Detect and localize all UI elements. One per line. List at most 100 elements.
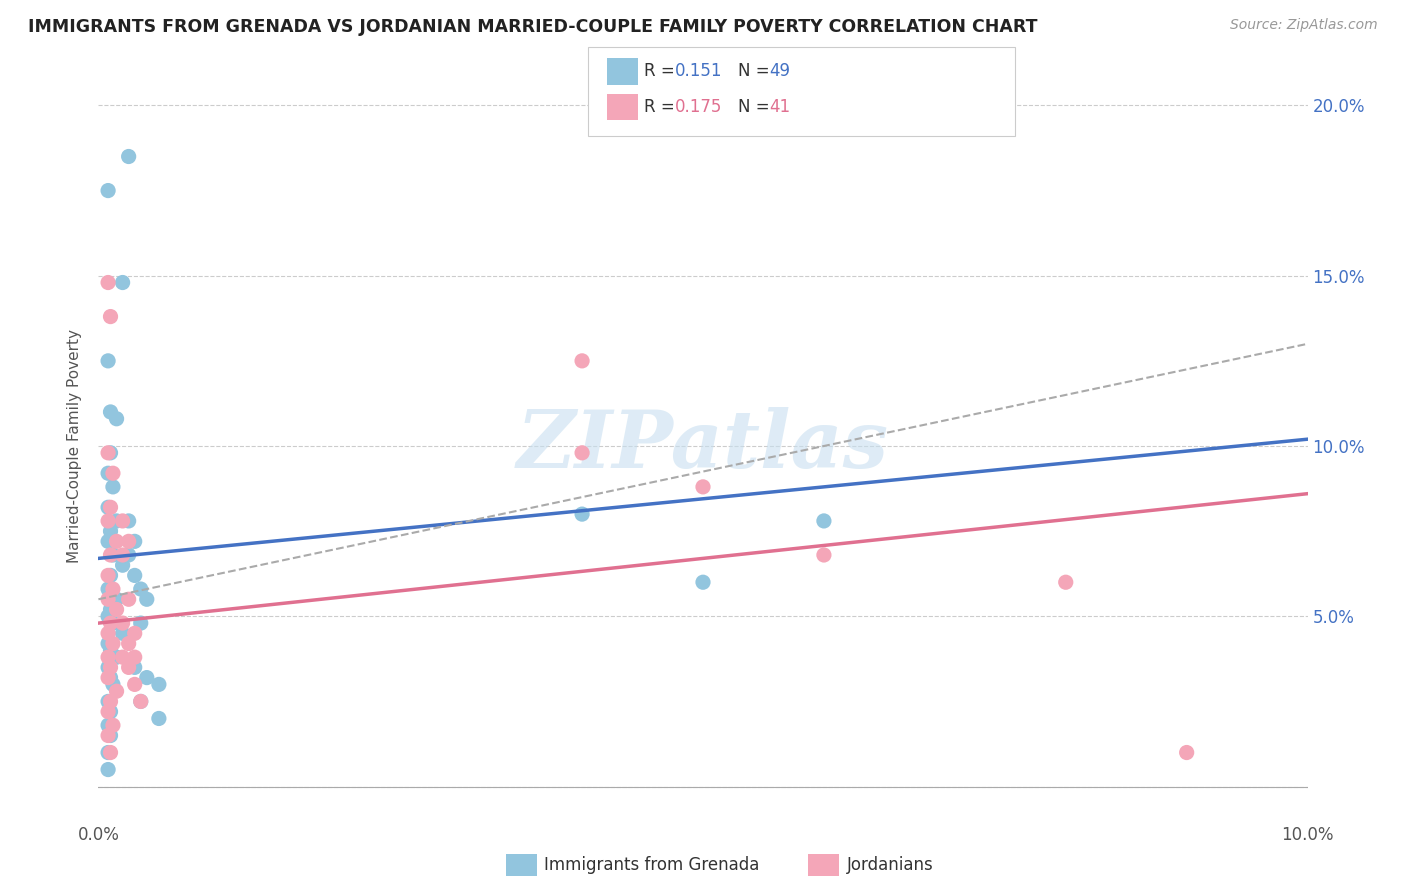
Point xyxy=(571,446,593,460)
Text: R =: R = xyxy=(644,62,681,80)
Point xyxy=(97,718,120,732)
Point xyxy=(111,548,134,562)
Point xyxy=(813,514,835,528)
Point xyxy=(100,616,122,631)
Point xyxy=(1175,746,1198,760)
Point xyxy=(101,718,124,732)
Point xyxy=(118,548,141,562)
Point xyxy=(111,276,134,290)
Y-axis label: Married-Couple Family Poverty: Married-Couple Family Poverty xyxy=(67,329,83,563)
Point xyxy=(97,184,120,198)
Point xyxy=(105,411,128,425)
Point xyxy=(97,582,120,596)
Point xyxy=(124,677,146,691)
Point xyxy=(100,568,122,582)
Point xyxy=(100,729,122,743)
Point xyxy=(97,467,120,481)
Text: N =: N = xyxy=(738,98,775,116)
Point xyxy=(135,592,157,607)
Text: Immigrants from Grenada: Immigrants from Grenada xyxy=(544,856,759,874)
Point xyxy=(100,500,122,515)
Point xyxy=(97,514,120,528)
Point xyxy=(97,500,120,515)
Point xyxy=(97,609,120,624)
Point xyxy=(813,548,835,562)
Text: 41: 41 xyxy=(769,98,790,116)
Point xyxy=(97,354,120,368)
Point xyxy=(97,568,120,582)
Point xyxy=(124,534,146,549)
Point xyxy=(101,582,124,596)
Point xyxy=(111,558,134,573)
Point xyxy=(97,660,120,674)
Point xyxy=(692,480,714,494)
Point xyxy=(100,660,122,674)
Point xyxy=(118,534,141,549)
Point xyxy=(124,626,146,640)
Point xyxy=(100,643,122,657)
Point xyxy=(101,616,124,631)
Point xyxy=(129,694,152,708)
Point xyxy=(105,650,128,665)
Point xyxy=(97,534,120,549)
Point xyxy=(97,276,120,290)
Point xyxy=(100,446,122,460)
Point xyxy=(100,694,122,708)
Point xyxy=(692,575,714,590)
Text: 49: 49 xyxy=(769,62,790,80)
Point xyxy=(97,446,120,460)
Text: 0.175: 0.175 xyxy=(675,98,723,116)
Point xyxy=(101,636,124,650)
Text: R =: R = xyxy=(644,98,681,116)
Point xyxy=(129,582,152,596)
Point xyxy=(100,405,122,419)
Text: 0.151: 0.151 xyxy=(675,62,723,80)
Point xyxy=(111,616,134,631)
Point xyxy=(100,602,122,616)
Point xyxy=(100,524,122,538)
Point xyxy=(111,650,134,665)
Point xyxy=(124,660,146,674)
Text: Source: ZipAtlas.com: Source: ZipAtlas.com xyxy=(1230,18,1378,32)
Point xyxy=(118,636,141,650)
Point xyxy=(571,354,593,368)
Point xyxy=(97,694,120,708)
Point xyxy=(100,746,122,760)
Point xyxy=(97,626,120,640)
Point xyxy=(100,671,122,685)
Point xyxy=(97,763,120,777)
Point xyxy=(97,671,120,685)
Point xyxy=(118,149,141,163)
Point xyxy=(97,636,120,650)
Point xyxy=(124,568,146,582)
Point xyxy=(105,592,128,607)
Point xyxy=(101,548,124,562)
Point xyxy=(100,548,122,562)
Point xyxy=(135,671,157,685)
Point xyxy=(101,677,124,691)
Point xyxy=(129,616,152,631)
Point xyxy=(101,480,124,494)
Point xyxy=(105,534,128,549)
Point xyxy=(124,650,146,665)
Point xyxy=(129,694,152,708)
Text: IMMIGRANTS FROM GRENADA VS JORDANIAN MARRIED-COUPLE FAMILY POVERTY CORRELATION C: IMMIGRANTS FROM GRENADA VS JORDANIAN MAR… xyxy=(28,18,1038,36)
Point xyxy=(1054,575,1077,590)
Point xyxy=(118,514,141,528)
Point xyxy=(148,711,170,725)
Point xyxy=(100,705,122,719)
Point xyxy=(97,746,120,760)
Point xyxy=(101,467,124,481)
Text: ZIPatlas: ZIPatlas xyxy=(517,408,889,484)
Point xyxy=(118,660,141,674)
Point xyxy=(105,602,128,616)
Point xyxy=(100,310,122,324)
Point xyxy=(105,514,128,528)
Point xyxy=(105,684,128,698)
Point xyxy=(111,626,134,640)
Point xyxy=(148,677,170,691)
Text: N =: N = xyxy=(738,62,775,80)
Point xyxy=(118,592,141,607)
Point xyxy=(97,650,120,665)
Point xyxy=(97,729,120,743)
